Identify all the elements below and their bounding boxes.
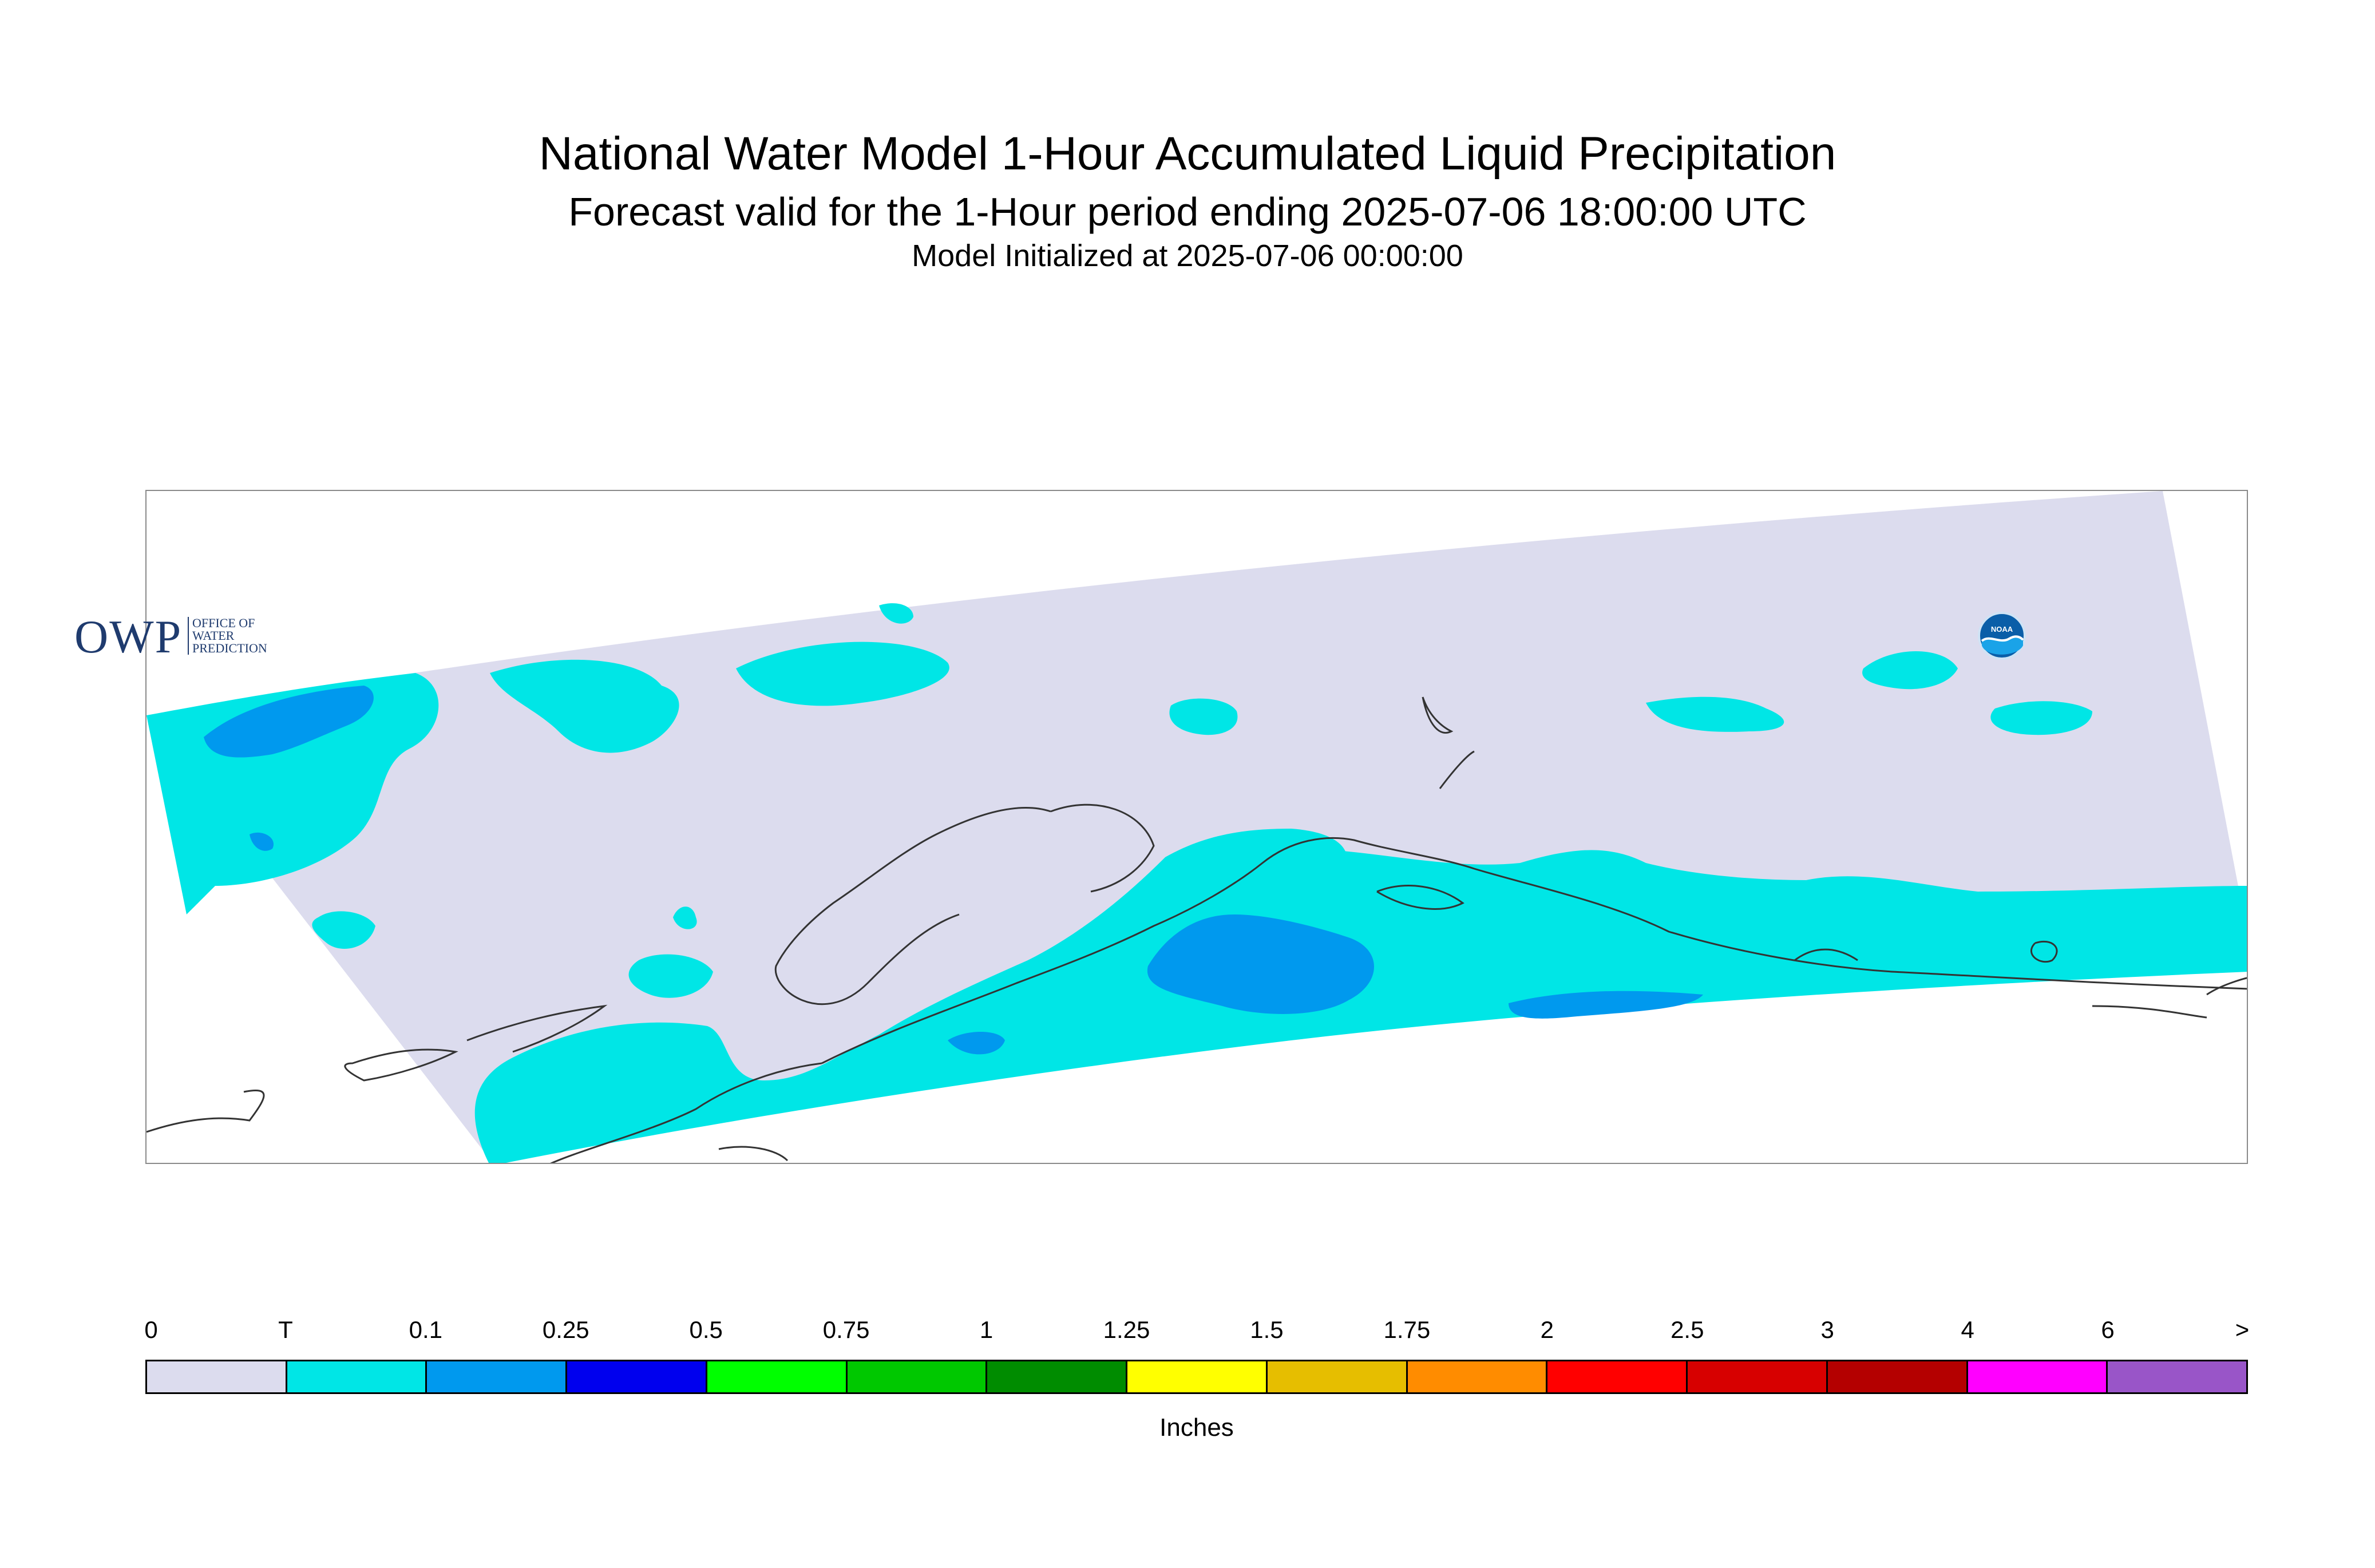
legend-swatch — [287, 1361, 428, 1392]
owp-tagline: OFFICE OF WATER PREDICTION — [188, 617, 267, 655]
legend-tick-label: 3 — [1820, 1316, 1834, 1343]
legend-swatch — [847, 1361, 988, 1392]
legend-swatch — [1688, 1361, 1828, 1392]
legend-swatch — [1968, 1361, 2108, 1392]
legend-tick-label: 0.25 — [542, 1316, 589, 1343]
legend-tick-label: 0.5 — [689, 1316, 723, 1343]
legend-tick-label: 4 — [1961, 1316, 1974, 1343]
legend-color-bar — [145, 1360, 2248, 1394]
legend-swatch — [1267, 1361, 1408, 1392]
legend-swatch — [1547, 1361, 1688, 1392]
owp-wordmark: OWP — [74, 611, 183, 663]
owp-tagline-line: PREDICTION — [192, 641, 267, 655]
precipitation-map — [145, 490, 2248, 1164]
legend-tick-label: > — [2235, 1316, 2250, 1343]
legend-tick-label: 1.5 — [1250, 1316, 1284, 1343]
legend-swatch — [427, 1361, 568, 1392]
legend-tick-label: 0.75 — [822, 1316, 870, 1343]
noaa-emblem: NOAA — [1978, 612, 2026, 660]
light-precip-areas — [204, 686, 1703, 1055]
owp-tagline-line: OFFICE OF — [192, 616, 255, 630]
model-domain — [147, 491, 2247, 1163]
legend-tick-label: 1.25 — [1103, 1316, 1150, 1343]
legend-swatch — [1407, 1361, 1548, 1392]
owp-logo: OWP OFFICE OF WATER PREDICTION — [74, 611, 280, 663]
legend-swatch — [987, 1361, 1128, 1392]
legend-swatch — [1827, 1361, 1968, 1392]
legend-tick-label: 2 — [1540, 1316, 1554, 1343]
legend-tick-label: 0 — [144, 1316, 158, 1343]
legend-tick-label: 2.5 — [1671, 1316, 1704, 1343]
map-title: National Water Model 1-Hour Accumulated … — [539, 128, 1836, 180]
legend-tick-label: 0.1 — [409, 1316, 443, 1343]
noaa-logo: NOAA — [1977, 611, 2026, 660]
legend-swatch — [2108, 1361, 2247, 1392]
legend-units: Inches — [1159, 1413, 1234, 1442]
legend-swatch — [707, 1361, 848, 1392]
trace-precip-areas — [147, 603, 2247, 1163]
noaa-label: NOAA — [1991, 625, 2013, 633]
legend-swatch — [567, 1361, 707, 1392]
map-canvas — [147, 491, 2247, 1163]
legend-tick-label: 1 — [979, 1316, 993, 1343]
legend-tick-label: T — [278, 1316, 293, 1343]
color-legend: 0 T 0.1 0.25 0.5 0.75 1 1.25 1.5 1.75 2 2.5 3 4 6 > Inc… — [144, 1316, 2250, 1465]
legend-swatch — [147, 1361, 287, 1392]
legend-tick-label: 6 — [2101, 1316, 2115, 1343]
legend-tick-label: 1.75 — [1383, 1316, 1431, 1343]
legend-swatch — [1127, 1361, 1268, 1392]
model-init-line: Model Initialized at 2025-07-06 00:00:00 — [912, 239, 1463, 273]
owp-tagline-line: WATER — [192, 628, 235, 643]
coastlines — [147, 696, 2247, 1163]
legend-tick-labels: 0 T 0.1 0.25 0.5 0.75 1 1.25 1.5 1.75 2 2.5 3 4 6 > — [144, 1316, 2250, 1345]
map-subtitle: Forecast valid for the 1-Hour period end… — [568, 189, 1807, 234]
